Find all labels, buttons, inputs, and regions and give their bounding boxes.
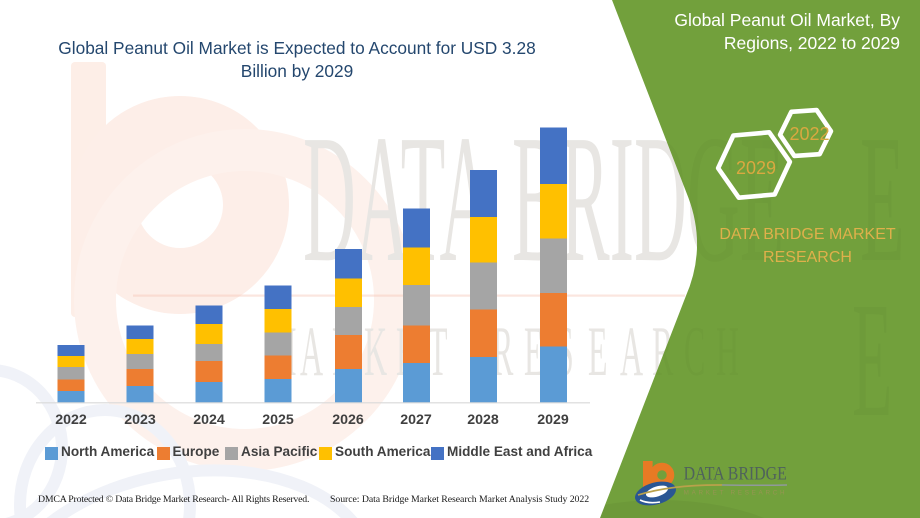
svg-text:DATA: DATA <box>303 98 492 300</box>
svg-text:E: E <box>852 269 892 452</box>
svg-text:MARKET RESEARCH: MARKET RESEARCH <box>684 490 785 497</box>
svg-text:DATA BRIDGE: DATA BRIDGE <box>684 463 787 484</box>
